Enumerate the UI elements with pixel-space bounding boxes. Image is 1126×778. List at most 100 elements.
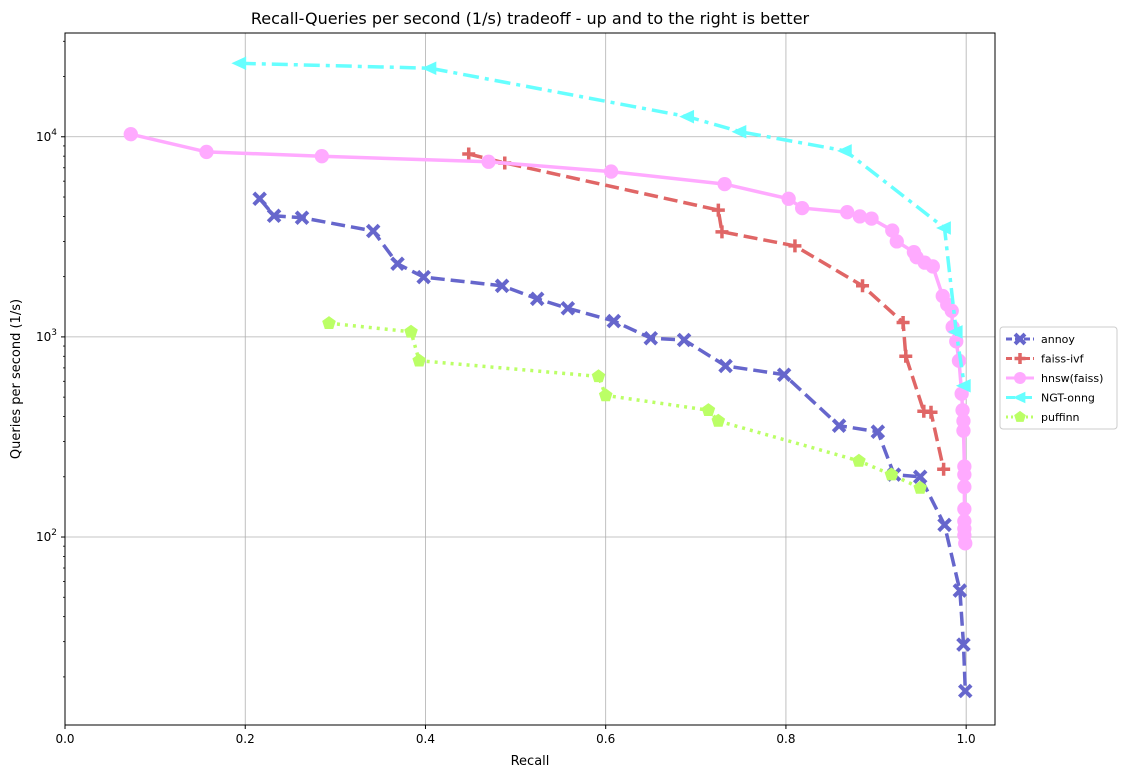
data-point [924,405,938,419]
data-point [416,269,431,285]
data-point [529,291,545,307]
data-point [598,388,613,402]
y-axis-label: Queries per second (1/s) [9,299,24,459]
legend-item-NGT-onng: NGT-onng [1006,392,1095,405]
data-point [864,211,879,226]
data-point [421,61,437,76]
legend-label: hnsw(faiss) [1041,372,1103,385]
data-point [1014,353,1026,364]
data-point [788,239,802,253]
data-point [679,109,695,124]
data-point [365,223,381,239]
data-point [896,316,910,330]
data-point [718,358,733,374]
data-point [731,124,747,139]
data-point [715,225,729,239]
data-point [952,583,968,598]
legend-item-hnsw(faiss): hnsw(faiss) [1006,371,1103,385]
series-line [328,321,921,490]
data-point [1013,332,1027,346]
data-point [314,149,329,164]
data-point [957,467,972,482]
data-point [937,517,952,533]
data-point [711,413,726,427]
legend-label: faiss-ivf [1041,353,1085,366]
data-point [912,469,928,485]
data-point [1014,410,1026,422]
data-point [947,325,963,339]
chart-title: Recall-Queries per second (1/s) tradeoff… [251,9,810,28]
data-point [717,176,732,192]
data-point [957,683,973,699]
y-tick-label: 102 [36,528,57,544]
legend-label: puffinn [1041,411,1080,424]
plot-frame [64,32,996,726]
data-point [936,221,951,235]
x-tick-label: 1.0 [957,732,976,746]
series-layer [123,56,973,699]
x-tick-label: 0.4 [416,732,435,746]
data-point [252,191,267,207]
data-point [701,403,716,416]
data-point [885,223,900,238]
data-point [889,234,904,249]
data-point [840,205,855,220]
x-tick-label: 0.0 [55,732,74,746]
data-point [1013,371,1027,385]
data-point [956,423,971,438]
data-point [123,127,138,142]
y-tick-label: 103 [36,328,57,344]
x-tick-label: 0.2 [236,732,255,746]
data-point [603,164,619,179]
data-point [899,349,913,363]
legend-frame [999,326,1118,430]
data-point [831,418,847,433]
data-point [955,378,971,393]
data-point [957,501,972,517]
data-point [1012,391,1026,404]
series-annoy [252,191,973,699]
data-point [390,256,405,272]
data-point [795,200,810,216]
series-hnsw(faiss) [123,127,973,551]
data-point [266,208,282,224]
grid [65,33,995,725]
data-point [231,56,247,71]
data-point [643,330,659,346]
series-NGT-onng [231,56,971,393]
legend-label: annoy [1041,333,1075,346]
data-point [884,467,899,481]
legend-item-faiss-ivf: faiss-ivf [1006,353,1085,366]
data-point [606,313,622,329]
data-point [294,210,310,225]
data-point [711,203,725,217]
series-puffinn [322,316,927,494]
legend-item-annoy: annoy [1006,332,1075,346]
series-line [258,197,968,692]
legend: annoy faiss-ivf hnsw(faiss) NGT-onng puffinn [999,326,1118,430]
legend-item-puffinn: puffinn [1006,410,1080,424]
data-point [956,637,971,652]
data-point [925,259,940,274]
data-point [944,303,959,318]
data-point [494,278,510,294]
data-point [852,453,866,467]
data-point [322,316,336,329]
data-point [870,424,886,439]
axis-ticks: 0.0 0.2 0.4 0.6 0.8 1.0 102 103 104 [36,40,976,746]
legend-label: NGT-onng [1041,392,1095,405]
data-point [676,332,692,348]
data-point [404,324,418,338]
data-point [776,367,792,383]
data-point [560,301,576,316]
data-point [955,403,970,418]
data-point [954,386,969,401]
series-line [239,61,967,387]
data-point [781,191,796,206]
data-point [462,147,476,161]
data-point [481,154,496,169]
data-point [591,369,606,383]
data-point [836,144,852,158]
x-tick-label: 0.6 [596,732,615,746]
